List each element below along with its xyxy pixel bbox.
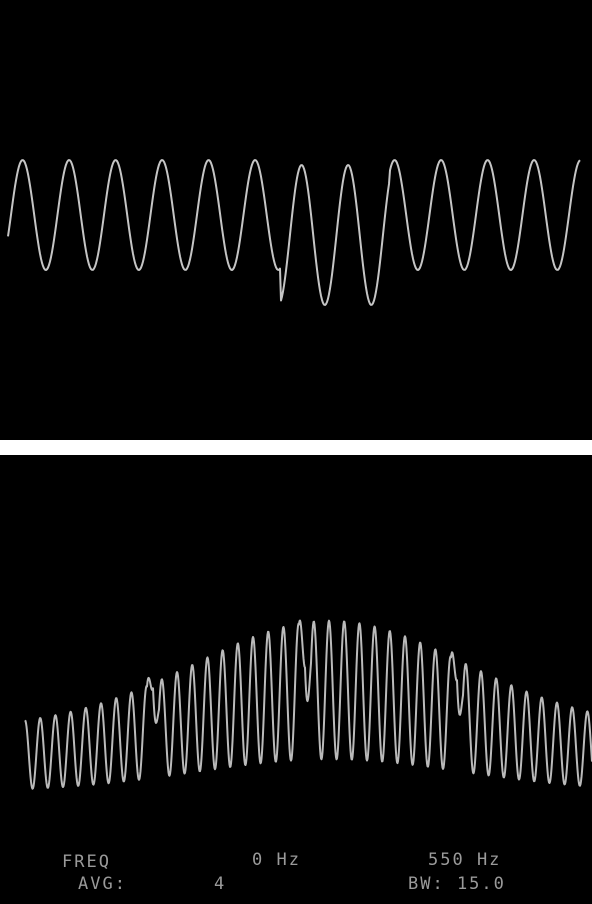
readout-label: 0 Hz <box>252 850 301 870</box>
readout-label: 550 Hz <box>428 850 501 870</box>
readout-label: BW: 15.0 <box>408 874 506 894</box>
screenshot: FREQ 0 Hz 550 Hz AVG: 4 BW: 15.0 <box>0 0 592 904</box>
upper-screen <box>0 0 592 440</box>
readout-label: AVG: <box>78 874 127 894</box>
readout-label: 4 <box>214 874 226 894</box>
readout-label: FREQ <box>62 852 111 872</box>
